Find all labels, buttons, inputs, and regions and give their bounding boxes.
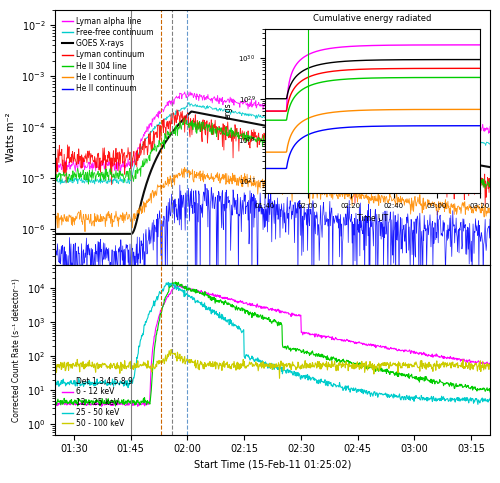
Legend: Det 1,3,4,5,8,9, 6 - 12 keV, 12 - 25 keV, 25 - 50 keV, 50 - 100 keV: Det 1,3,4,5,8,9, 6 - 12 keV, 12 - 25 keV…	[59, 374, 136, 431]
Legend: Lyman alpha line, Free-free continuum, GOES X-rays, Lyman continuum, He II 304 l: Lyman alpha line, Free-free continuum, G…	[59, 14, 157, 96]
X-axis label: Time UT: Time UT	[357, 214, 388, 224]
Y-axis label: Watts m⁻²: Watts m⁻²	[6, 113, 16, 162]
Y-axis label: ergs: ergs	[224, 103, 233, 119]
X-axis label: Start Time (15-Feb-11 01:25:02): Start Time (15-Feb-11 01:25:02)	[194, 460, 351, 470]
Y-axis label: Corrected Count Rate (s⁻¹ detector⁻¹): Corrected Count Rate (s⁻¹ detector⁻¹)	[12, 278, 21, 422]
Title: Cumulative energy radiated: Cumulative energy radiated	[314, 14, 432, 23]
